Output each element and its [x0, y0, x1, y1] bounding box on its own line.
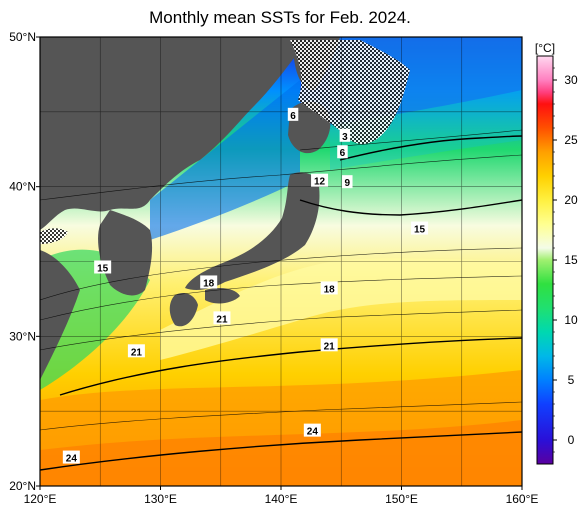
y-tick-label: 30°N — [9, 329, 36, 343]
colorbar-tick-label: 15 — [564, 253, 578, 267]
contour-label: 18 — [324, 284, 336, 295]
colorbar-tick-label: 5 — [568, 373, 575, 387]
colorbar-tick-label: 20 — [564, 193, 578, 207]
y-tick-label: 50°N — [9, 30, 36, 44]
contour-label-bg — [337, 145, 348, 159]
contour-label-bg — [200, 275, 218, 289]
x-tick-label: 130°E — [144, 492, 177, 506]
y-tick-label: 40°N — [9, 180, 36, 194]
contour-label-bg — [339, 128, 351, 142]
contour-label: 21 — [324, 341, 336, 352]
contour-label: 6 — [340, 148, 346, 159]
colorbar — [536, 55, 554, 465]
contour-label: 18 — [203, 278, 215, 289]
contour-label-bg — [62, 450, 80, 464]
x-tick-label: 140°E — [265, 492, 298, 506]
contour-label-bg — [213, 311, 231, 325]
contour-label-bg — [320, 281, 338, 295]
contour-label: 12 — [314, 177, 326, 188]
colorbar-tick-label: 10 — [564, 313, 578, 327]
map-title: Monthly mean SSTs for Feb. 2024. — [149, 8, 411, 27]
contour-label: 15 — [97, 263, 109, 274]
x-tick-label: 120°E — [24, 492, 57, 506]
contour-label: 6 — [290, 111, 296, 122]
colorbar-tick-label: 25 — [564, 133, 578, 147]
contour-label-bg — [411, 221, 429, 235]
contour-label-bg — [287, 107, 299, 121]
contour-label: 21 — [131, 347, 143, 358]
x-axis-ticks: 120°E 130°E 140°E 150°E 160°E — [24, 486, 539, 506]
contour-label: 21 — [216, 314, 228, 325]
y-tick-label: 20°N — [9, 479, 36, 493]
contour-label: 3 — [342, 132, 348, 143]
x-tick-label: 160°E — [506, 492, 539, 506]
contour-label: 24 — [307, 427, 319, 438]
contour-label: 24 — [66, 454, 78, 465]
colorbar-tick-label: 30 — [564, 73, 578, 87]
contour-label: 15 — [414, 225, 426, 236]
x-tick-label: 150°E — [385, 492, 418, 506]
y-axis-ticks: 50°N 40°N 30°N 20°N — [9, 30, 40, 493]
colorbar-tick-label: 0 — [568, 433, 575, 447]
contour-label-bg — [342, 175, 353, 189]
contour-label: 9 — [344, 178, 350, 189]
colorbar-unit-label: [°C] — [535, 41, 555, 55]
contour-label-bg — [127, 344, 145, 358]
contour-labels: 6 3 6 12 9 15 15 18 18 21 21 21 24 24 — [62, 107, 429, 465]
contour-label-bg — [311, 173, 329, 187]
contour-label-bg — [320, 338, 338, 352]
contour-label-bg — [303, 423, 321, 437]
contour-label-bg — [94, 260, 112, 274]
colorbar-ticks: 0 5 10 15 20 25 30 — [553, 67, 578, 453]
